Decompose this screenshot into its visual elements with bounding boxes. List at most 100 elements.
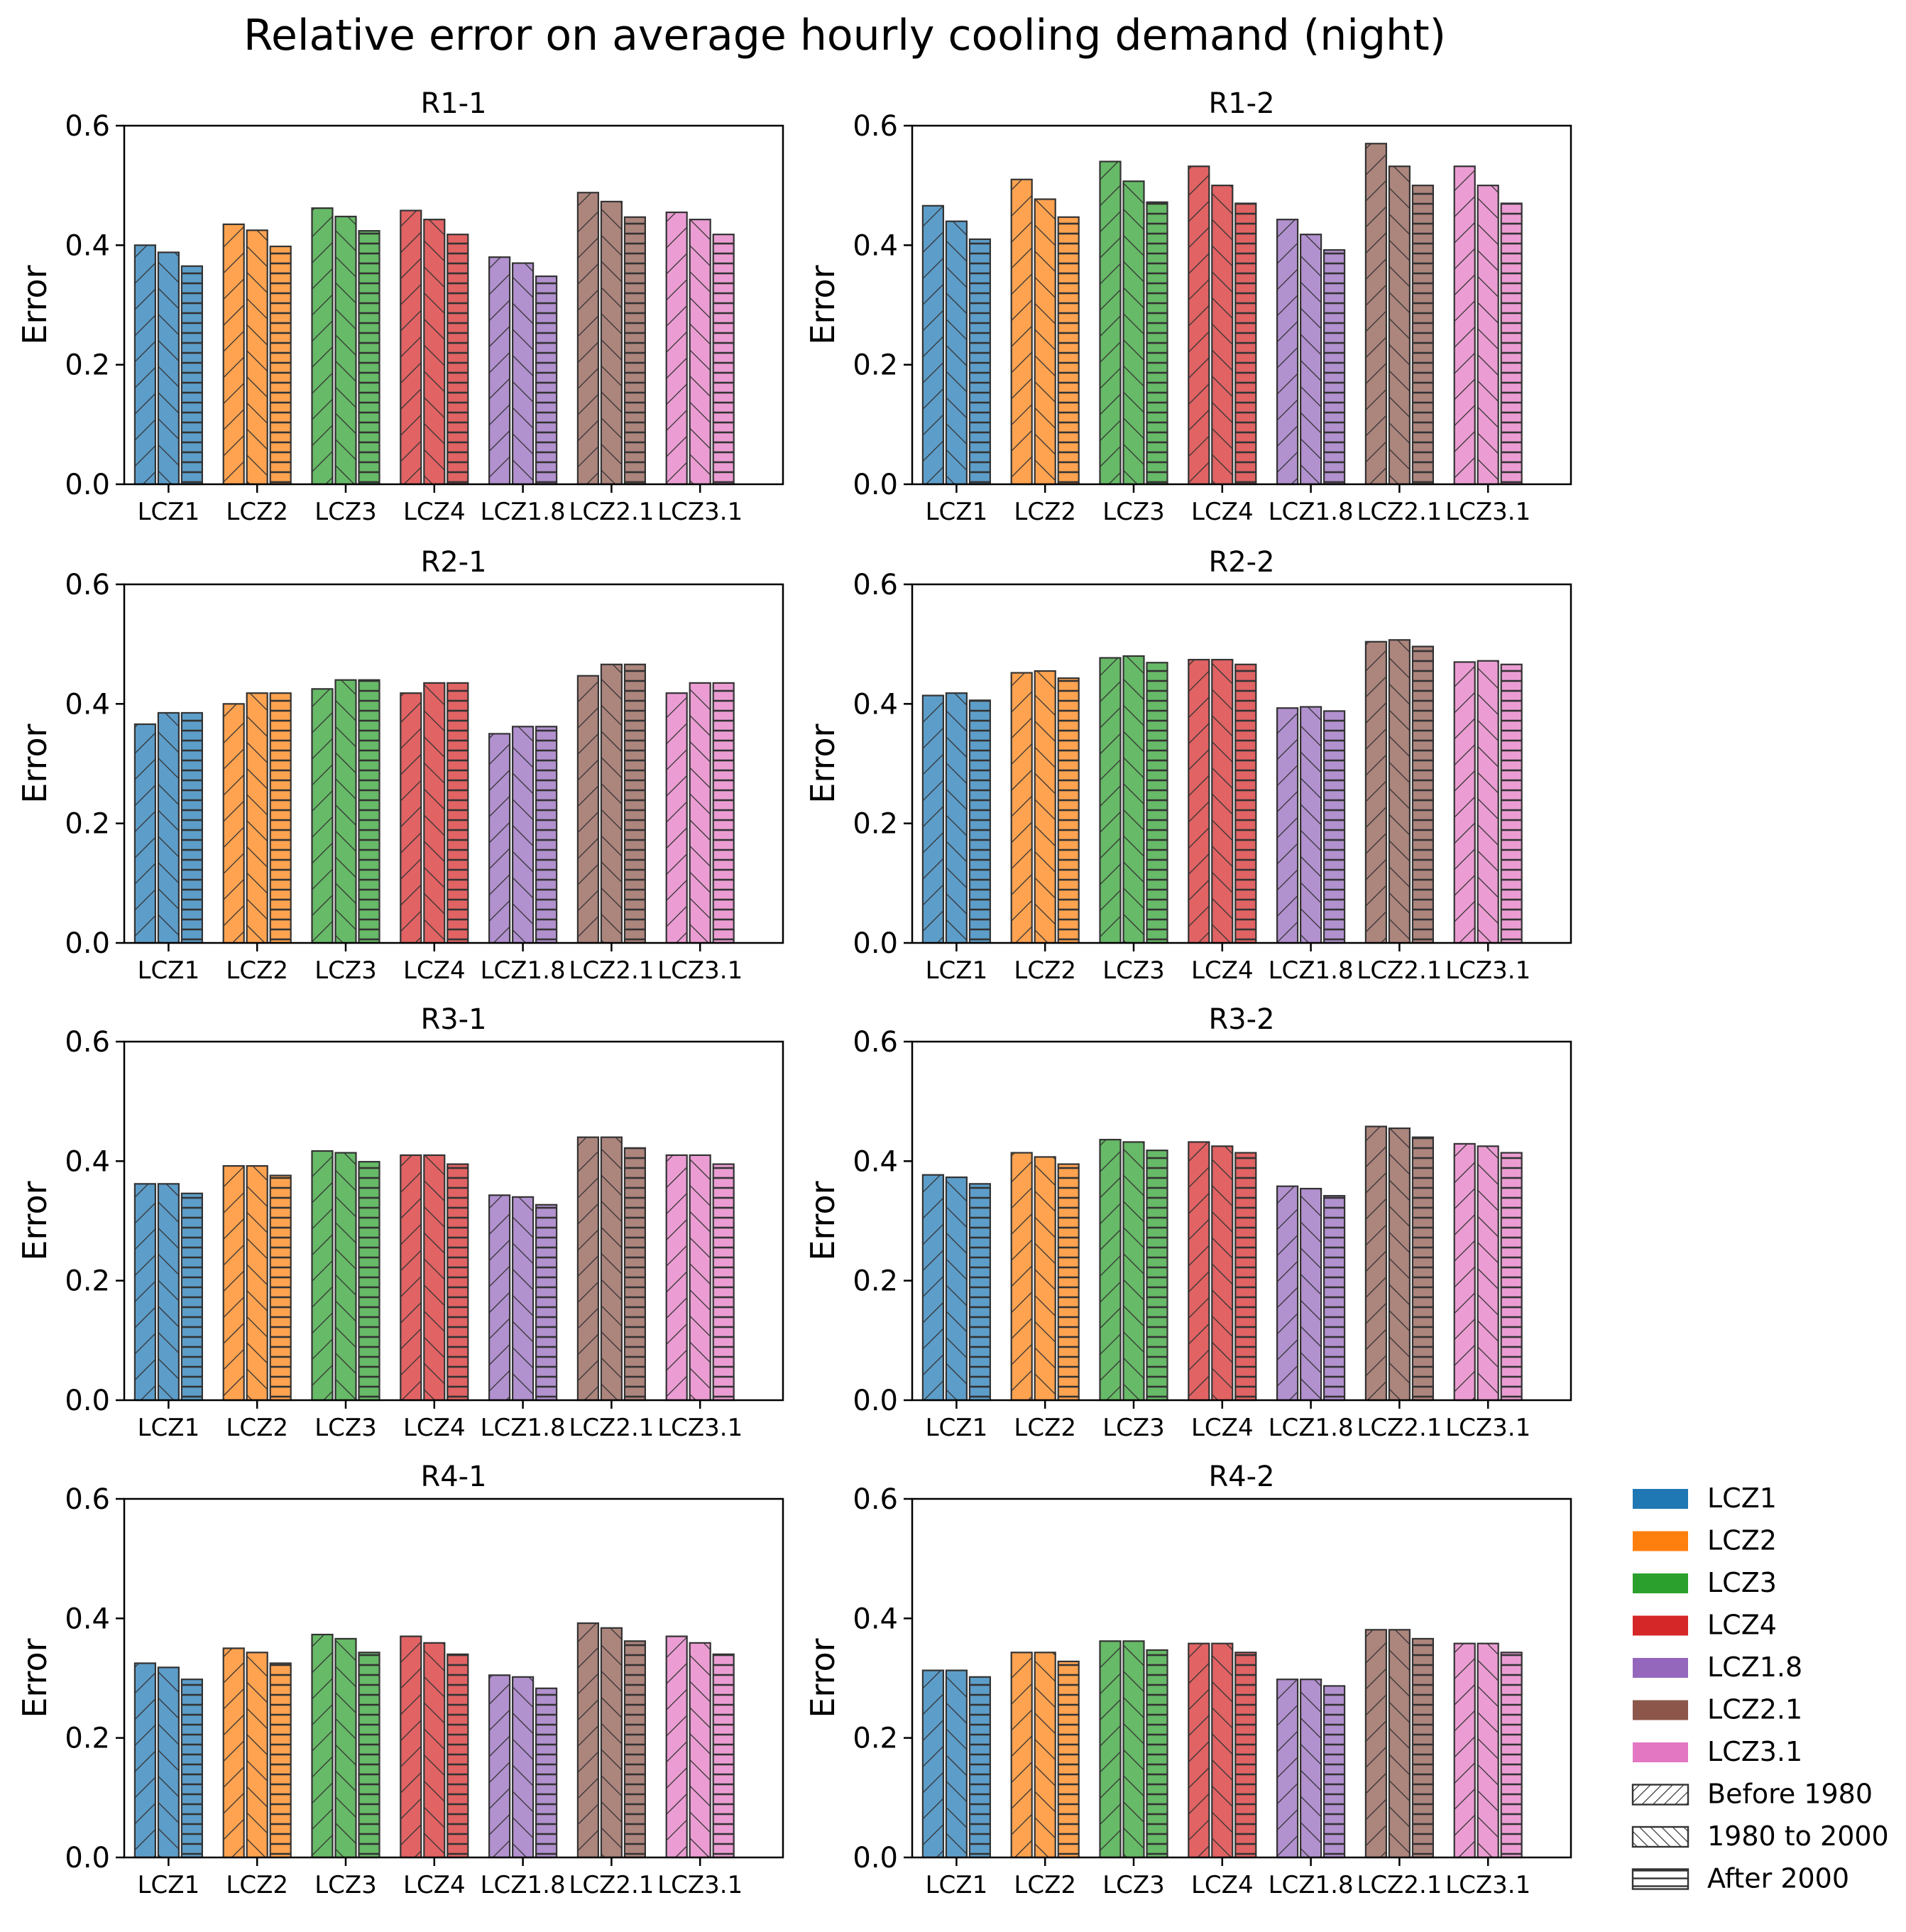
bar-r1-1-lcz2-after-2000-hatch [269,245,292,486]
legend-label: LCZ3.1 [1707,1736,1802,1767]
bar-r3-1-lcz4-before-1980-hatch [400,1154,422,1402]
bar-r4-2-lcz1-after-2000-hatch [968,1676,992,1859]
bar-r3-2-lcz1-before-1980-hatch [921,1174,945,1402]
bar-r1-2-lcz1-1980-2000-hatch [945,220,968,486]
x-tick-label: LCZ2.1 [569,956,654,985]
panel-title: R2-1 [420,546,486,579]
bar-r1-1-lcz1-after-2000-hatch [180,265,203,486]
bar-r2-2-lcz2-1980-2000-hatch [1034,670,1056,944]
x-tick-label: LCZ2 [226,1414,288,1442]
bar-r1-2-lcz3-1980-2000-hatch [1122,180,1145,486]
bar-r3-2-lcz18-1980-2000-hatch [1299,1187,1322,1402]
bar-r2-2-lcz3-1980-2000-hatch [1122,655,1145,944]
y-tick-label: 0.6 [65,110,110,143]
bar-r4-1-lcz18-after-2000-hatch [535,1687,558,1859]
bar-r2-2-lcz21-after-2000-hatch [1411,645,1435,944]
bar-r1-2-lcz3-before-1980-hatch [1099,160,1122,486]
x-tick-label: LCZ2 [1014,1871,1076,1899]
bar-r3-2-lcz21-1980-2000-hatch [1388,1127,1411,1402]
panel-r1-1: R1-1 Error 0.0 0.2 0.4 0.6 LCZ1 LCZ2 LCZ3 LCZ4 LCZ… [16,87,784,526]
bar-r1-1-lcz3-1980-2000-hatch [334,215,357,486]
x-tick-label: LCZ1.8 [1269,1414,1354,1442]
bar-r4-1-lcz31-before-1980-hatch [665,1635,688,1859]
panel-title: R1-2 [1208,87,1274,120]
bar-r4-2-lcz31-before-1980-hatch [1453,1642,1476,1859]
bar-r4-2-lcz21-before-1980-hatch [1364,1629,1388,1859]
y-tick-label: 0.6 [853,1483,898,1516]
y-tick-label: 0.2 [65,349,110,382]
y-axis-label: Error [804,265,842,344]
bar-r2-1-lcz18-1980-2000-hatch [511,726,535,944]
x-tick-label: LCZ1 [926,1871,988,1899]
bar-r4-1-lcz3-before-1980-hatch [311,1633,334,1859]
y-tick-label: 0.0 [65,469,110,501]
x-tick-label: LCZ4 [403,498,466,526]
legend-label: LCZ3 [1707,1567,1777,1598]
bar-r1-1-lcz18-before-1980-hatch [488,256,511,486]
x-tick-label: LCZ1.8 [481,1871,566,1899]
y-tick-label: 0.4 [853,688,898,721]
bar-r2-1-lcz1-1980-2000-hatch [157,711,180,944]
bar-r1-2-lcz21-after-2000-hatch [1411,185,1435,486]
x-tick-label: LCZ3 [1102,1871,1165,1899]
bar-r4-1-lcz2-before-1980-hatch [222,1647,245,1859]
bar-r3-1-lcz18-after-2000-hatch [535,1204,558,1402]
x-tick-label: LCZ1 [138,956,200,985]
bar-r1-2-lcz18-1980-2000-hatch [1299,234,1322,486]
x-tick-label: LCZ3.1 [1445,1414,1530,1442]
x-tick-label: LCZ2 [226,1871,288,1899]
bar-r3-1-lcz3-before-1980-hatch [311,1150,334,1402]
bar-r1-1-lcz3-before-1980-hatch [311,207,334,486]
bar-r4-1-lcz18-1980-2000-hatch [511,1676,535,1859]
bar-r2-2-lcz1-1980-2000-hatch [945,692,968,944]
bar-r4-1-lcz21-before-1980-hatch [576,1622,600,1859]
bar-r4-2-lcz1-before-1980-hatch [921,1669,945,1859]
bar-r2-1-lcz3-1980-2000-hatch [334,679,357,944]
x-tick-label: LCZ2 [1014,956,1076,985]
bar-r2-2-lcz4-1980-2000-hatch [1211,658,1234,944]
legend-swatch-period-2 [1631,1825,1689,1848]
bar-r1-1-lcz4-1980-2000-hatch [423,219,446,486]
legend-label: LCZ1 [1707,1483,1777,1514]
x-tick-label: LCZ3.1 [1445,498,1530,526]
bar-r2-2-lcz4-before-1980-hatch [1188,658,1210,944]
panel-title: R3-1 [420,1003,486,1036]
bar-r1-1-lcz31-1980-2000-hatch [689,219,711,486]
bar-r4-1-lcz1-after-2000-hatch [180,1679,203,1859]
bar-r4-2-lcz18-after-2000-hatch [1322,1685,1346,1859]
bar-r1-2-lcz2-1980-2000-hatch [1034,198,1056,486]
bar-r1-1-lcz31-before-1980-hatch [665,211,688,486]
bar-r4-2-lcz21-1980-2000-hatch [1388,1629,1411,1859]
bar-r1-2-lcz4-1980-2000-hatch [1211,185,1234,486]
x-tick-label: LCZ4 [1191,956,1254,985]
bar-r2-2-lcz18-1980-2000-hatch [1299,706,1322,944]
bar-r2-1-lcz21-1980-2000-hatch [600,663,623,944]
x-tick-label: LCZ1 [138,1871,200,1899]
x-tick-label: LCZ3 [1102,1414,1165,1442]
bar-r2-2-lcz18-after-2000-hatch [1322,710,1346,944]
bar-r3-2-lcz4-after-2000-hatch [1234,1152,1257,1402]
legend-label: LCZ4 [1707,1610,1777,1641]
y-tick-label: 0.0 [65,1842,110,1874]
bar-r2-1-lcz18-after-2000-hatch [535,726,558,944]
bar-r3-2-lcz4-before-1980-hatch [1188,1141,1210,1402]
axes-frame [123,583,784,944]
x-tick-label: LCZ4 [403,1414,466,1442]
legend-swatch-period-3 [1631,1868,1689,1890]
x-tick-label: LCZ3.1 [657,956,743,985]
x-tick-label: LCZ2.1 [1357,1414,1442,1442]
legend-label: Before 1980 [1707,1779,1873,1810]
bar-r3-1-lcz18-before-1980-hatch [488,1194,511,1402]
x-tick-label: LCZ3 [1102,956,1165,985]
bar-r2-1-lcz4-after-2000-hatch [447,682,469,944]
y-tick-label: 0.0 [853,469,898,501]
bar-r3-1-lcz4-after-2000-hatch [447,1163,469,1402]
y-axis-label: Error [804,1181,842,1260]
y-tick-label: 0.4 [853,1145,898,1178]
bar-r4-2-lcz4-before-1980-hatch [1188,1642,1210,1859]
bar-r1-1-lcz4-before-1980-hatch [400,209,422,486]
bar-r2-1-lcz4-1980-2000-hatch [423,682,446,944]
bar-r4-2-lcz18-1980-2000-hatch [1299,1679,1322,1859]
y-tick-label: 0.2 [65,1265,110,1298]
x-tick-label: LCZ1.8 [1269,956,1354,985]
